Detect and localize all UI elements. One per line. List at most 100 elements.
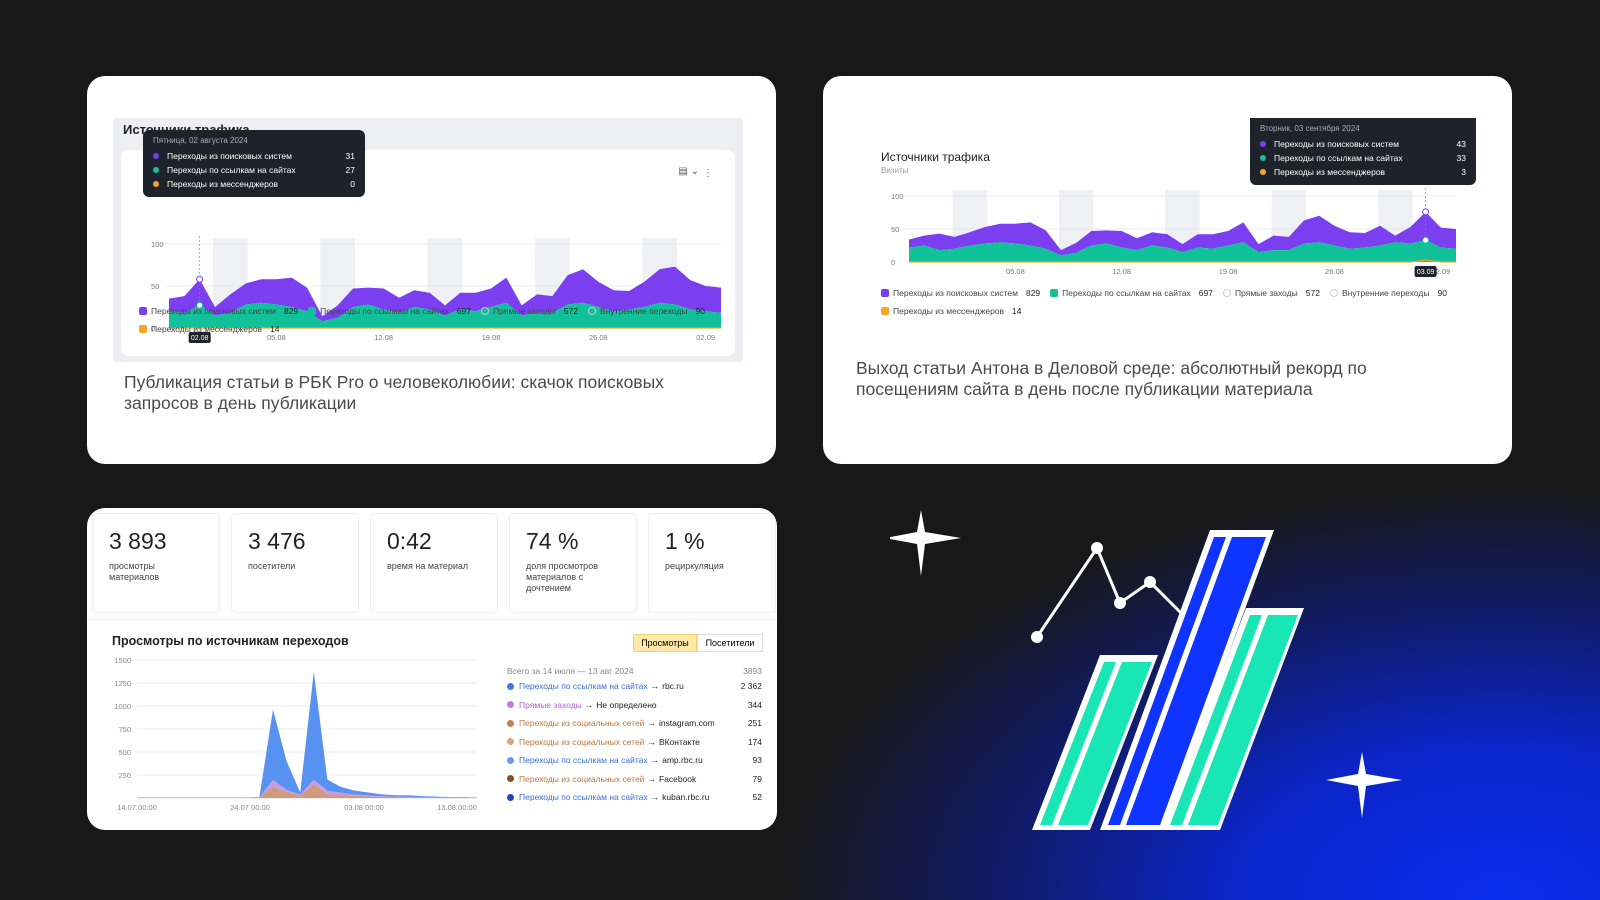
checkbox-icon[interactable] (881, 289, 889, 297)
source-name: Facebook (658, 773, 697, 784)
legend-label: Прямые заходы (492, 306, 556, 316)
arrow-icon: → (647, 773, 656, 784)
legend-item[interactable]: Внутренние переходы 90 (1329, 288, 1447, 298)
x-tick-label: 19.08 (1219, 267, 1238, 276)
series-area-search (909, 211, 1456, 256)
metric-value: 0:42 (387, 528, 432, 554)
tooltip-date: Вторник, 03 сентября 2024 (1260, 124, 1360, 133)
x-tick-label: 13.08 00:00 (437, 803, 477, 812)
source-name: Не определено (596, 699, 657, 710)
legend-count: 697 (1198, 288, 1213, 298)
sources-total: Всего за 14 июля — 13 авг 2024 3893 (507, 666, 762, 676)
source-category[interactable]: Переходы из социальных сетей (519, 773, 645, 784)
legend-item[interactable]: Переходы из мессенджеров 14 (139, 324, 280, 334)
checkbox-icon[interactable] (480, 307, 489, 315)
y-tick-label: 1500 (114, 656, 131, 665)
x-tick-label: 12.08 (374, 333, 393, 342)
checkbox-icon[interactable] (1050, 289, 1059, 297)
legend-item[interactable]: Переходы из поисковых систем 829 (881, 288, 1040, 298)
legend-item[interactable]: Переходы по ссылкам на сайтах 697 (1050, 288, 1213, 298)
source-row[interactable]: Переходы по ссылкам на сайтах → rbc.ru 2 36… (507, 680, 762, 692)
legend-count: 90 (1437, 288, 1447, 298)
source-name: kuban.rbc.ru (662, 792, 710, 802)
source-category[interactable]: Переходы по ссылкам на сайтах (519, 755, 648, 765)
y-tick-label: 0 (151, 324, 155, 333)
tooltip-value: 3 (1461, 167, 1466, 177)
legend-item[interactable]: Переходы из поисковых систем 829 (139, 306, 298, 316)
chart-type-dropdown-icon[interactable]: ▤ ⌄ (678, 166, 699, 177)
arrow-icon: → (647, 736, 656, 747)
legend-row: Переходы из поисковых систем 829 Переходы … (139, 306, 715, 316)
source-category[interactable]: Переходы по ссылкам на сайтах (519, 681, 648, 691)
source-row[interactable]: Переходы из социальных сетей → Facebook 79 (507, 773, 762, 785)
y-tick-label: 1250 (114, 679, 131, 688)
legend-label: Переходы по ссылкам на сайтах (320, 306, 449, 316)
checkbox-icon[interactable] (587, 307, 596, 315)
x-tick-label: 05.08 (1006, 267, 1025, 276)
metric-label: доля просмотров материалов с дочтением (526, 561, 598, 593)
legend-count: 90 (695, 306, 705, 316)
source-value: 79 (752, 773, 762, 784)
metrics-card: 3 893 просмотры материалов 3 476 посетители… (87, 508, 777, 830)
stripes-icon (1032, 530, 1304, 830)
arrow-icon: → (650, 755, 660, 765)
tooltip-value: 31 (345, 151, 355, 161)
series-area-1 (137, 779, 477, 798)
toggle-visitors-button[interactable]: Посетители (697, 634, 763, 652)
metric-value: 3 893 (109, 528, 167, 554)
tooltip-row: Переходы из мессенджеров 3 (1260, 165, 1466, 179)
metric-tile: 1 % рециркуляция (649, 514, 775, 612)
source-row[interactable]: Прямые заходы → Не определено 344 (507, 699, 762, 711)
legend-row: Переходы из поисковых систем 829 Переходы … (881, 288, 1457, 298)
y-tick-label: 100 (151, 240, 164, 249)
x-tick-label: 24.07 00:00 (230, 803, 270, 812)
checkbox-icon[interactable] (139, 307, 147, 315)
source-dot-icon (507, 682, 514, 690)
sparkle-icon (1326, 752, 1402, 818)
legend-item[interactable]: Прямые заходы 572 (480, 306, 578, 316)
x-tick-label: 02.09 (696, 333, 715, 342)
checkbox-icon[interactable] (308, 307, 317, 315)
hover-point (1422, 208, 1430, 216)
source-category[interactable]: Прямые заходы (519, 699, 582, 710)
source-row[interactable]: Переходы по ссылкам на сайтах → kuban.rbc.… (507, 791, 762, 803)
legend-label: Переходы по ссылкам на сайтах (1062, 288, 1191, 298)
toggle-views-button[interactable]: Просмотры (633, 634, 697, 652)
tooltip-row: Переходы из поисковых систем 31 (153, 149, 355, 163)
metric-value: 1 % (665, 528, 705, 554)
legend-item[interactable]: Внутренние переходы 90 (587, 306, 705, 316)
checkbox-icon[interactable] (881, 307, 889, 315)
source-category[interactable]: Переходы по ссылкам на сайтах (519, 792, 648, 802)
checkbox-icon[interactable] (139, 325, 147, 333)
source-dot-icon (507, 738, 514, 745)
source-row[interactable]: Переходы по ссылкам на сайтах → amp.rbc.ru… (507, 754, 762, 766)
y-tick-label: 250 (118, 771, 131, 780)
series-dot-icon (1260, 141, 1266, 147)
arrow-icon: → (650, 681, 660, 691)
legend-count: 697 (456, 306, 471, 316)
source-category[interactable]: Переходы из социальных сетей (519, 718, 645, 728)
tooltip-label: Переходы из мессенджеров (167, 179, 279, 189)
source-category[interactable]: Переходы из социальных сетей (519, 736, 645, 747)
chart-tooltip: Вторник, 03 сентября 2024 Переходы из по… (1250, 118, 1476, 185)
divider (87, 619, 777, 620)
x-tick-label: 12.08 (1112, 267, 1131, 276)
legend-item[interactable]: Переходы из мессенджеров 14 (881, 306, 1022, 316)
tooltip-value: 43 (1456, 139, 1466, 149)
tooltip-row: Переходы из поисковых систем 43 (1260, 137, 1466, 151)
x-tick-label: 19.08 (482, 333, 501, 342)
x-tick-label: 26.08 (589, 333, 608, 342)
checkbox-icon[interactable] (1222, 289, 1231, 297)
legend-item[interactable]: Прямые заходы 572 (1222, 288, 1320, 298)
line-point (1114, 597, 1126, 609)
menu-dots-icon[interactable]: ⋮ (703, 168, 713, 179)
legend-item[interactable]: Переходы по ссылкам на сайтах 697 (308, 306, 471, 316)
checkbox-icon[interactable] (1329, 289, 1338, 297)
source-dot-icon (507, 775, 514, 782)
legend-count: 829 (1025, 288, 1041, 298)
line-chart-icon (1035, 544, 1192, 638)
source-row[interactable]: Переходы из социальных сетей → ВКонтакте 17… (507, 736, 762, 748)
source-row[interactable]: Переходы из социальных сетей → instagram.c… (507, 717, 762, 729)
y-tick-label: 50 (151, 282, 159, 291)
